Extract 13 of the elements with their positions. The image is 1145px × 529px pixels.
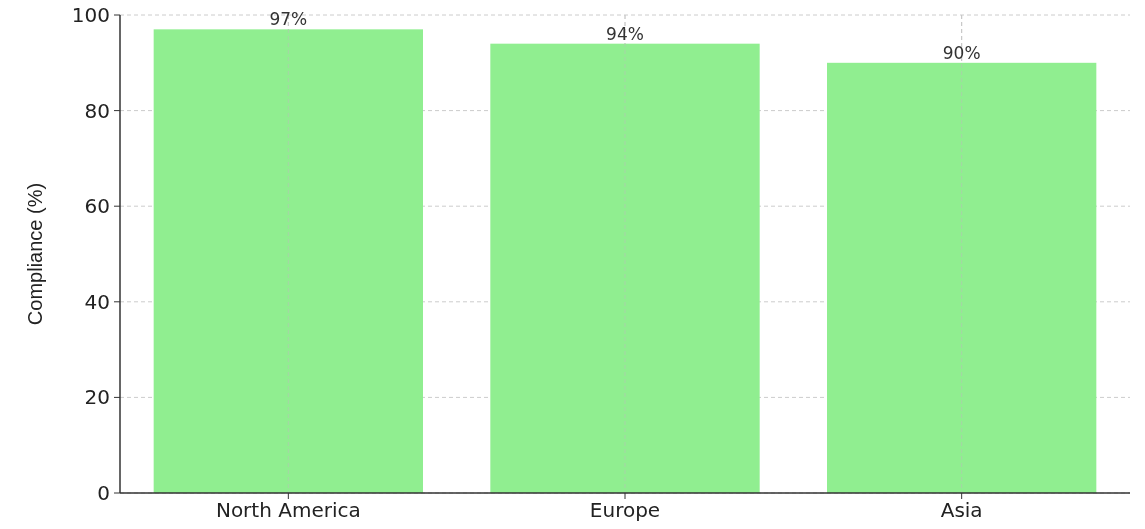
x-tick-label: Asia bbox=[940, 498, 983, 522]
x-tick-label: North America bbox=[215, 498, 361, 522]
data-label: 97% bbox=[269, 9, 308, 30]
y-tick-label: 100 bbox=[71, 3, 110, 27]
y-tick-label: 20 bbox=[84, 385, 110, 410]
x-tick-label: Europe bbox=[589, 498, 661, 522]
y-tick-label: 80 bbox=[84, 98, 110, 123]
data-label: 90% bbox=[942, 42, 981, 63]
y-tick-label: 0 bbox=[97, 481, 110, 505]
y-tick-label: 60 bbox=[84, 194, 110, 219]
y-axis-title: Compliance (%) bbox=[24, 182, 46, 326]
y-tick-label: 40 bbox=[84, 289, 110, 314]
data-label: 94% bbox=[606, 23, 644, 44]
